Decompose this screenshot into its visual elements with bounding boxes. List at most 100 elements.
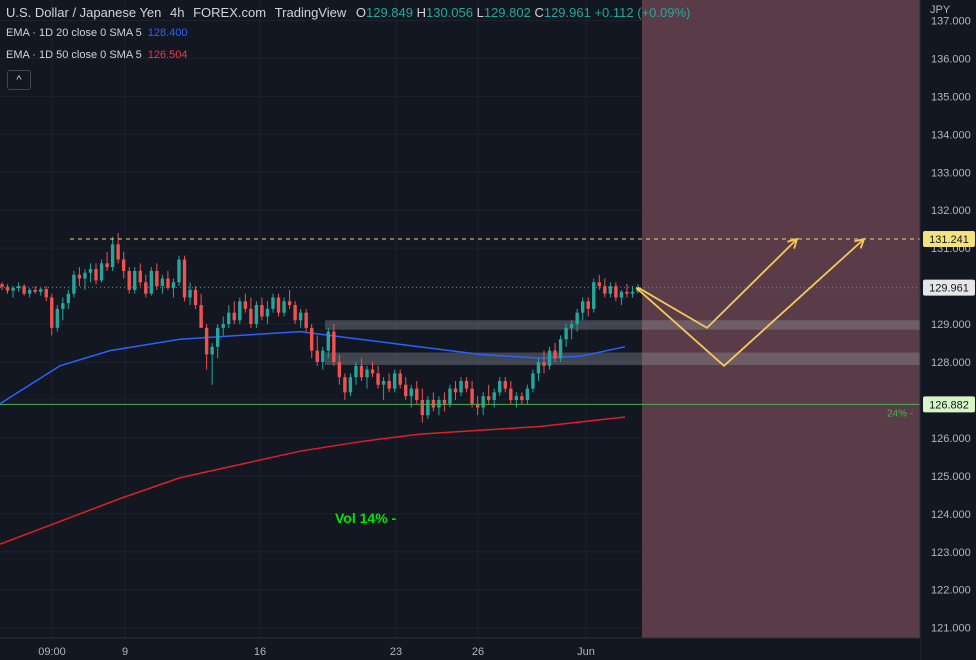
- candle-body: [321, 350, 325, 362]
- price-axis-bg: [920, 0, 976, 660]
- candle-body: [155, 270, 159, 287]
- last-price-label: 129.961: [929, 283, 969, 295]
- candle-body: [354, 365, 358, 378]
- candle-body: [287, 301, 292, 306]
- projection-arrows: [635, 237, 866, 367]
- candle-body: [11, 287, 15, 291]
- candle-body: [315, 350, 319, 362]
- candle-body: [127, 270, 131, 290]
- candle-body: [536, 362, 541, 374]
- candle-body: [387, 380, 391, 389]
- candle-body: [110, 244, 115, 268]
- candle-body: [260, 305, 264, 317]
- resistance-zones: [325, 320, 920, 366]
- candle-body: [409, 388, 413, 397]
- candle-body: [133, 270, 137, 290]
- target-price-label-bg: [923, 231, 975, 248]
- candle-body: [44, 289, 48, 298]
- candle-body: [442, 399, 447, 404]
- candle-body: [138, 270, 142, 283]
- open-value: 129.849: [366, 5, 413, 20]
- candle-body: [498, 380, 502, 393]
- candle-body: [188, 289, 192, 298]
- price-labels: 131.241 129.961 126.882 24% - Vol 14% -: [335, 231, 975, 526]
- candle-body: [27, 289, 32, 294]
- candle-body: [569, 324, 574, 328]
- candle-body: [16, 286, 21, 288]
- candle-body: [271, 297, 275, 309]
- price-axis[interactable]: JPY 121.000 122.000 123.000 124.000 125.000 12…: [919, 0, 976, 660]
- chevron-up-icon[interactable]: ^: [7, 70, 31, 90]
- candle-body: [293, 305, 297, 321]
- candle-body: [66, 293, 71, 304]
- candle-body: [182, 259, 187, 298]
- platform-name: TradingView: [274, 5, 347, 20]
- candle-body: [348, 377, 353, 393]
- candle-body: [553, 350, 557, 359]
- indicator-ema20[interactable]: EMA · 1D 20 close 0 SMA 5 128.400: [6, 27, 188, 39]
- candle-body: [365, 369, 369, 378]
- interval: 4h: [170, 5, 185, 20]
- candle-body: [193, 289, 198, 306]
- candle-body: [243, 301, 248, 309]
- candle-body: [470, 388, 474, 404]
- time-tick-label: 09:00: [38, 646, 66, 658]
- candle-body: [547, 350, 552, 366]
- candle-body: [614, 286, 618, 298]
- ohlc-values: O129.849 H130.056 L129.802 C129.961 +0.1…: [355, 5, 691, 20]
- candle-body: [398, 373, 402, 385]
- target-price-label: 131.241: [929, 234, 969, 246]
- candle-body: [376, 373, 380, 385]
- support-price-label: 126.882: [929, 399, 969, 411]
- candle-body: [514, 396, 519, 400]
- low-value: 129.802: [483, 5, 531, 20]
- candle-body: [619, 291, 624, 298]
- candle-body: [61, 303, 65, 309]
- price-levels: [0, 238, 920, 405]
- candle-body: [464, 380, 469, 389]
- candle-body: [204, 327, 209, 355]
- price-tick-label: 124.000: [931, 509, 971, 521]
- candle-body: [77, 274, 82, 279]
- candle-body: [99, 263, 104, 281]
- price-tick-label: 136.000: [931, 53, 971, 65]
- candle-body: [481, 396, 485, 408]
- time-tick-label: 16: [254, 646, 266, 658]
- time-tick-label: 23: [390, 646, 402, 658]
- candle-body: [459, 380, 463, 393]
- time-tick-label: 26: [472, 646, 484, 658]
- candle-body: [221, 324, 225, 328]
- candle-body: [630, 291, 635, 294]
- candle-body: [575, 312, 579, 325]
- time-axis[interactable]: 09:00 9 16 23 26 Jun: [0, 637, 920, 660]
- indicator-ema50[interactable]: EMA · 1D 50 close 0 SMA 5 126.504: [6, 49, 188, 61]
- candle-body: [564, 327, 568, 340]
- candle-body: [304, 312, 308, 328]
- candle-body: [83, 272, 87, 279]
- candle-body: [210, 346, 214, 355]
- annotation-volatility: Vol 14% -: [335, 510, 397, 526]
- candle-body: [177, 259, 181, 283]
- candle-body: [166, 278, 170, 288]
- candle-body: [509, 388, 513, 400]
- time-tick-label: 9: [122, 646, 128, 658]
- candle-body: [171, 282, 176, 288]
- candle-body: [215, 327, 220, 347]
- indicator-ema50-value: 126.504: [147, 49, 188, 61]
- candle-body: [105, 263, 109, 268]
- candlesticks: [0, 232, 640, 423]
- candle-body: [525, 388, 530, 400]
- candle-body: [116, 244, 120, 260]
- price-tick-label: 134.000: [931, 129, 971, 141]
- candle-body: [392, 373, 397, 389]
- candle-body: [492, 392, 496, 400]
- candle-body: [475, 403, 480, 408]
- candle-body: [238, 301, 242, 321]
- ema20-line: [0, 330, 626, 405]
- candle-body: [249, 308, 253, 325]
- price-tick-label: 122.000: [931, 585, 971, 597]
- candle-body: [448, 388, 452, 404]
- candle-body: [603, 286, 607, 294]
- candle-body: [332, 331, 336, 362]
